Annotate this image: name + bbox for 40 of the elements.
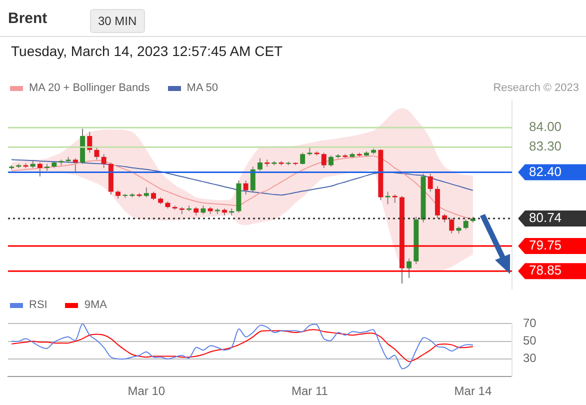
y-tick-label: 83.30: [529, 138, 562, 154]
candlestick: [463, 219, 468, 230]
candlestick: [321, 152, 326, 169]
candlestick: [144, 187, 149, 198]
candlestick: [406, 258, 412, 279]
y-tick-label: 30: [523, 351, 537, 366]
candlestick: [258, 158, 262, 172]
candlestick: [37, 162, 42, 177]
y-tick-label: 82.40: [529, 164, 562, 179]
line-series: [11, 329, 474, 362]
y-tick-label: 70: [523, 316, 537, 330]
line-series: [11, 324, 474, 370]
text: Research © 2023: [493, 82, 579, 94]
y-tick-label: 79.75: [529, 238, 562, 253]
chart-title: Brent: [8, 10, 48, 27]
legend-label: MA 20 + Bollinger Bands: [29, 82, 150, 94]
legend-label: 9MA: [84, 299, 107, 311]
legend-label: MA 50: [186, 82, 218, 94]
text: 30 MIN: [90, 9, 145, 33]
line-series: [11, 155, 474, 220]
y-tick-label: 78.85: [529, 262, 562, 278]
candlestick: [250, 166, 256, 192]
x-tick-label: Mar 14: [454, 384, 492, 398]
candlestick: [101, 154, 106, 169]
chart-subtitle: Tuesday, March 14, 2023 12:57:45 AM CET: [11, 43, 283, 59]
candlestick: [300, 152, 306, 165]
candlestick: [94, 146, 100, 160]
x-tick-label: Mar 10: [128, 384, 166, 398]
x-tick-label: Mar 11: [291, 384, 328, 398]
candlestick: [449, 218, 454, 234]
y-tick-label: 84.00: [529, 119, 562, 134]
candlestick: [87, 131, 92, 154]
candlestick: [385, 191, 390, 205]
candlestick: [428, 173, 433, 192]
legend-label: RSI: [29, 299, 48, 311]
candlestick: [243, 180, 248, 195]
y-tick-label: 80.74: [529, 210, 562, 226]
candlestick: [328, 155, 334, 168]
candlestick: [72, 158, 78, 173]
y-tick-label: 50: [523, 334, 537, 348]
